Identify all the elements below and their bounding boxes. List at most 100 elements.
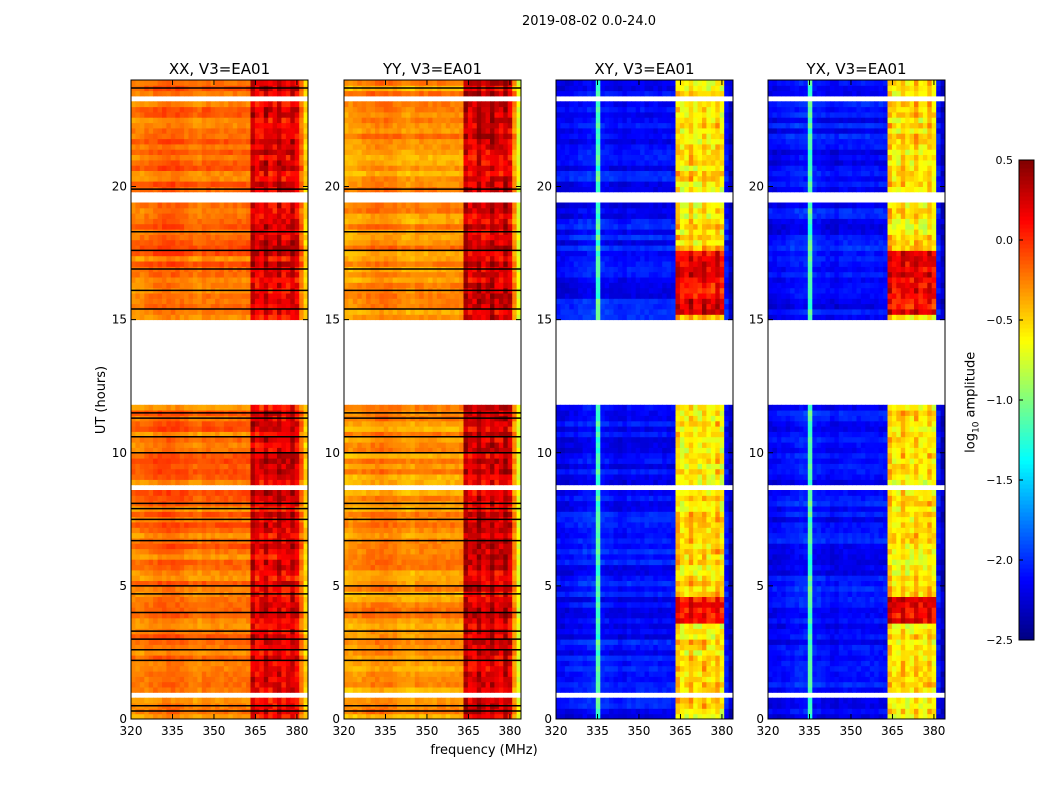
heatmap-cell: [162, 101, 167, 108]
heatmap-cell: [184, 543, 189, 550]
heatmap-cell: [201, 559, 207, 566]
heatmap-cell: [290, 559, 296, 566]
heatmap-cell: [223, 277, 229, 283]
heatmap-cell: [153, 607, 158, 613]
heatmap-cell: [290, 665, 296, 672]
heatmap-cell: [157, 170, 163, 177]
heatmap-cell: [277, 442, 282, 448]
heatmap-cell: [144, 713, 150, 720]
heatmap-cell: [219, 90, 225, 97]
heatmap-cell: [175, 543, 181, 550]
heatmap-cell: [228, 314, 234, 321]
heatmap-cell: [157, 143, 163, 150]
heatmap-cell: [254, 234, 260, 241]
heatmap-cell: [241, 404, 247, 411]
heatmap-cell: [166, 676, 172, 683]
heatmap-cell: [299, 261, 305, 267]
heatmap-cell: [206, 479, 212, 486]
heatmap-cell: [241, 585, 247, 592]
heatmap-cell: [232, 170, 238, 177]
heatmap-cell: [397, 580, 402, 587]
heatmap-cell: [232, 596, 238, 603]
heatmap-cell: [344, 633, 349, 640]
heatmap-cell: [419, 644, 425, 651]
heatmap-cell: [197, 490, 203, 496]
heatmap-cell: [184, 133, 189, 140]
heatmap-cell: [441, 697, 447, 704]
heatmap-cell: [148, 207, 154, 214]
heatmap-cell: [290, 404, 296, 411]
heatmap-cell: [153, 676, 158, 683]
heatmap-cell: [144, 617, 150, 624]
heatmap-cell: [268, 404, 274, 411]
heatmap-cell: [290, 138, 296, 145]
heatmap-cell: [472, 644, 478, 651]
heatmap-cell: [197, 207, 203, 214]
heatmap-cell: [352, 681, 358, 688]
heatmap-cell: [232, 309, 238, 315]
heatmap-cell: [259, 511, 265, 518]
heatmap-cell: [228, 553, 234, 560]
heatmap-cell: [228, 255, 234, 262]
heatmap-cell: [201, 607, 207, 613]
heatmap-cell: [428, 644, 433, 651]
heatmap-cell: [184, 149, 189, 155]
heatmap-cell: [166, 655, 172, 661]
heatmap-cell: [153, 436, 158, 443]
heatmap-cell: [166, 607, 172, 613]
heatmap-cell: [472, 617, 478, 624]
heatmap-cell: [445, 644, 451, 651]
heatmap-cell: [153, 559, 158, 566]
heatmap-cell: [215, 175, 220, 182]
heatmap-cell: [139, 458, 145, 464]
heatmap-cell: [290, 522, 296, 528]
heatmap-cell: [153, 149, 158, 155]
heatmap-cell: [219, 713, 225, 720]
heatmap-cell: [254, 223, 260, 230]
heatmap-cell: [254, 569, 260, 576]
x-tick-label: 380: [285, 724, 308, 738]
heatmap-cell: [299, 585, 305, 592]
heatmap-cell: [481, 601, 487, 608]
heatmap-cell: [157, 250, 163, 257]
heatmap-cell: [237, 293, 243, 299]
heatmap-cell: [294, 569, 300, 576]
heatmap-cell: [139, 676, 145, 683]
heatmap-cell: [352, 649, 358, 656]
heatmap-cell: [219, 138, 225, 145]
heatmap-cell: [428, 623, 433, 629]
heatmap-cell: [192, 548, 198, 555]
heatmap-cell: [192, 223, 198, 230]
heatmap-cell: [219, 612, 225, 619]
heatmap-cell: [246, 218, 251, 225]
heatmap-cell: [516, 655, 522, 661]
heatmap-cell: [375, 623, 380, 629]
heatmap-cell: [144, 463, 150, 470]
heatmap-cell: [441, 713, 447, 720]
heatmap-cell: [179, 458, 185, 464]
heatmap-cell: [166, 559, 172, 566]
heatmap-cell: [246, 585, 251, 592]
heatmap-cell: [201, 181, 207, 187]
heatmap-cell: [441, 612, 447, 619]
heatmap-cell: [383, 665, 389, 672]
heatmap-cell: [259, 426, 265, 432]
heatmap-cell: [503, 585, 509, 592]
heatmap-cell: [303, 468, 309, 475]
heatmap-cell: [135, 639, 141, 645]
heatmap-cell: [432, 697, 438, 704]
heatmap-cell: [259, 271, 265, 278]
heatmap-cell: [263, 159, 269, 166]
heatmap-cell: [281, 431, 287, 438]
heatmap-cell: [263, 644, 269, 651]
heatmap-cell: [294, 250, 300, 257]
heatmap-cell: [192, 644, 198, 651]
heatmap-cell: [166, 314, 172, 321]
heatmap-cell: [135, 601, 141, 608]
heatmap-cell: [166, 154, 172, 161]
heatmap-cell: [135, 303, 141, 310]
heatmap-cell: [170, 559, 176, 566]
heatmap-cell: [228, 623, 234, 629]
heatmap-cell: [131, 495, 136, 502]
heatmap-cell: [175, 159, 181, 166]
